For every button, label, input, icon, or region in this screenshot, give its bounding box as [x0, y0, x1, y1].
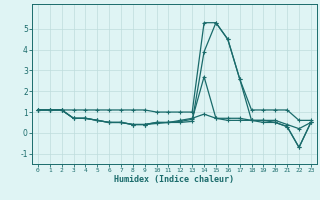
- X-axis label: Humidex (Indice chaleur): Humidex (Indice chaleur): [115, 175, 234, 184]
